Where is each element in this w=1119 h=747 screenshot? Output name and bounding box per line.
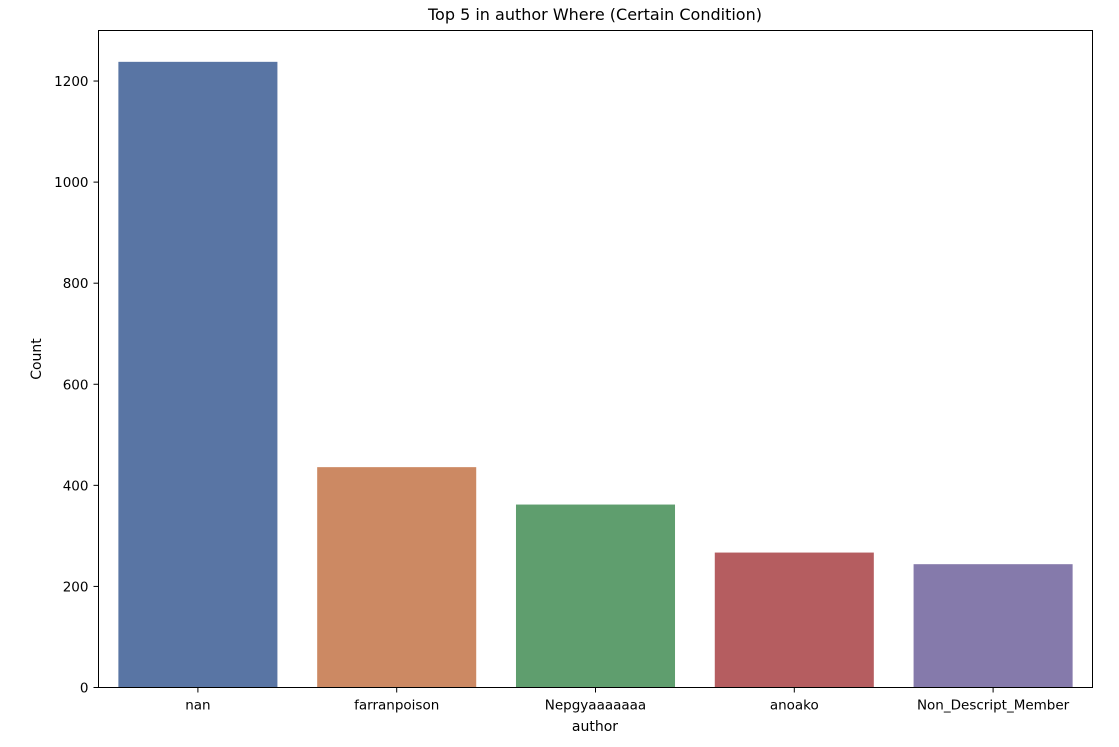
x-axis: nan farranpoison Nepgyaaaaaaa anoako Non_Des… [185, 687, 1070, 714]
y-tick-label: 800 [63, 276, 89, 292]
y-tick-label: 0 [80, 681, 89, 697]
x-tick-label: nan [185, 698, 210, 714]
y-tick-label: 400 [63, 478, 89, 494]
bar-0 [118, 61, 278, 688]
y-tick-label: 1000 [54, 175, 88, 191]
x-tick-label: anoako [770, 698, 819, 714]
x-tick-label: Nepgyaaaaaaa [545, 698, 646, 714]
bar-4 [913, 564, 1073, 688]
bar-3 [714, 552, 874, 688]
bar-1 [317, 467, 477, 688]
y-axis-label: Count [29, 338, 45, 380]
x-tick-label: farranpoison [354, 698, 439, 714]
x-axis-label: author [572, 719, 618, 735]
chart-title: Top 5 in author Where (Certain Condition… [427, 5, 762, 24]
y-axis: 0 200 400 600 800 1000 1200 [54, 74, 99, 697]
x-tick-label: Non_Descript_Member [917, 698, 1070, 714]
y-tick-label: 200 [63, 579, 89, 595]
bars-group [118, 61, 1073, 688]
bar-2 [515, 504, 676, 688]
y-tick-label: 1200 [54, 74, 88, 90]
y-tick-label: 600 [63, 377, 89, 393]
